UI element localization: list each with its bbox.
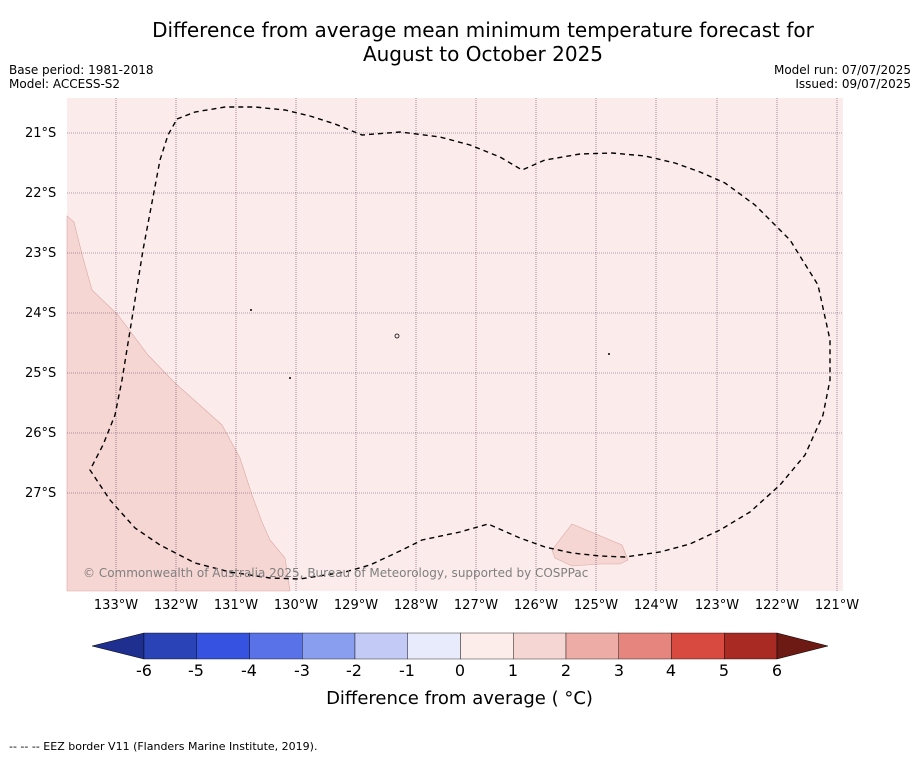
meta-left: Base period: 1981-2018 Model: ACCESS-S2 (9, 63, 154, 91)
colorbar-tick: 4 (665, 661, 677, 680)
colorbar-bin (724, 632, 778, 660)
lat-label: 22°S (25, 186, 57, 201)
small-islands (250, 309, 610, 379)
anomaly-region-south (551, 523, 629, 567)
colorbar (91, 632, 829, 660)
lon-label: 132°W (153, 598, 199, 613)
colorbar-tick: -2 (346, 661, 362, 680)
island-mark (289, 377, 291, 379)
lon-label: 123°W (694, 598, 740, 613)
model-run: Model run: 07/07/2025 (773, 63, 911, 77)
colorbar-bin (354, 632, 408, 660)
gridlines (67, 98, 843, 591)
issued-date: Issued: 09/07/2025 (795, 77, 911, 91)
colorbar-bin (143, 632, 197, 660)
colorbar-tick: 6 (771, 661, 783, 680)
copyright-text: © Commonwealth of Australia 2025, Bureau… (83, 566, 588, 580)
colorbar-label: Difference from average ( °C) (326, 688, 593, 709)
lon-label: 121°W (814, 598, 860, 613)
lat-label: 21°S (25, 126, 57, 141)
colorbar-bin (249, 632, 303, 660)
island-mark (394, 333, 400, 339)
colorbar-bin (618, 632, 672, 660)
lat-label: 27°S (25, 486, 57, 501)
colorbar-tick: 1 (507, 661, 519, 680)
lon-label: 126°W (513, 598, 559, 613)
colorbar-bin (302, 632, 356, 660)
island-mark (250, 309, 252, 311)
colorbar-tick: 0 (454, 661, 466, 680)
lat-label: 25°S (25, 366, 57, 381)
lon-label: 122°W (754, 598, 800, 613)
lon-label: 125°W (573, 598, 619, 613)
colorbar-tick: 5 (718, 661, 730, 680)
meta-right: Model run: 07/07/2025 Issued: 09/07/2025 (774, 63, 911, 91)
lat-label: 24°S (25, 306, 57, 321)
colorbar-bin (460, 632, 514, 660)
island-mark (608, 353, 610, 355)
lon-label: 124°W (633, 598, 679, 613)
lon-label: 133°W (93, 598, 139, 613)
title-line-2: August to October 2025 (362, 42, 604, 66)
colorbar-bin (671, 632, 725, 660)
colorbar-bin (513, 632, 567, 660)
map-title: Difference from average mean minimum tem… (0, 18, 919, 66)
colorbar-tick: -6 (136, 661, 152, 680)
colorbar-tick: -4 (241, 661, 257, 680)
eez-border (89, 106, 831, 580)
colorbar-tick: -5 (188, 661, 204, 680)
lat-label: 23°S (25, 246, 57, 261)
lon-label: 128°W (393, 598, 439, 613)
colorbar-tick: 3 (613, 661, 625, 680)
title-line-1: Difference from average mean minimum tem… (152, 18, 814, 42)
colorbar-bin (196, 632, 250, 660)
colorbar-extend-high (776, 632, 829, 660)
colorbar-bin (565, 632, 619, 660)
lon-label: 130°W (273, 598, 319, 613)
colorbar-extend-low (91, 632, 145, 660)
colorbar-tick: -1 (399, 661, 415, 680)
lon-label: 127°W (453, 598, 499, 613)
base-period: Base period: 1981-2018 (9, 63, 154, 77)
colorbar-tick: 2 (560, 661, 572, 680)
model-name: Model: ACCESS-S2 (9, 77, 121, 91)
lat-label: 26°S (25, 426, 57, 441)
colorbar-bin (407, 632, 461, 660)
colorbar-tick: -3 (294, 661, 310, 680)
anomaly-region-west (66, 215, 291, 592)
lon-label: 129°W (333, 598, 379, 613)
lon-label: 131°W (213, 598, 259, 613)
eez-footnote: -- -- -- EEZ border V11 (Flanders Marine… (9, 740, 318, 753)
